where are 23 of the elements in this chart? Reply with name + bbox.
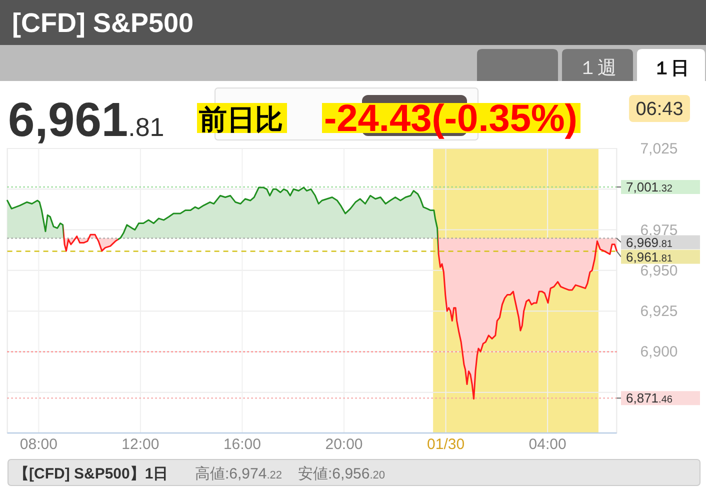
- tab-selected: １日: [637, 49, 705, 81]
- y-tick-label: 6,900: [640, 344, 678, 361]
- text: 高値:6,974.22: [195, 466, 282, 482]
- chart-title: [CFD] S&P500: [12, 8, 194, 38]
- ref-line-label: 7,001.32: [626, 179, 673, 194]
- text: 6,961.81: [8, 94, 164, 147]
- x-tick-label: 12:00: [122, 436, 160, 453]
- text: 06:43: [636, 99, 684, 120]
- x-tick-label: 08:00: [20, 436, 58, 453]
- x-tick-label: 04:00: [528, 436, 566, 453]
- x-tick-label: 01/30: [427, 436, 465, 453]
- y-tick-label: 6,950: [640, 262, 678, 280]
- y-tick-label: 6,925: [640, 303, 678, 320]
- text: -24.43(-0.35%): [324, 98, 578, 140]
- text: 【[CFD] S&P500】1日: [14, 466, 168, 482]
- x-tick-label: 20:00: [325, 436, 363, 453]
- tab: １週: [562, 49, 633, 81]
- ref-line-label: 6,961.81: [626, 249, 673, 264]
- ref-line-label: 6,871.46: [626, 390, 673, 406]
- x-tick-label: 16:00: [223, 436, 262, 453]
- text: 安値:6,956.20: [298, 466, 386, 482]
- y-tick-label: 7,025: [640, 140, 678, 158]
- text: 前日比: [198, 104, 283, 135]
